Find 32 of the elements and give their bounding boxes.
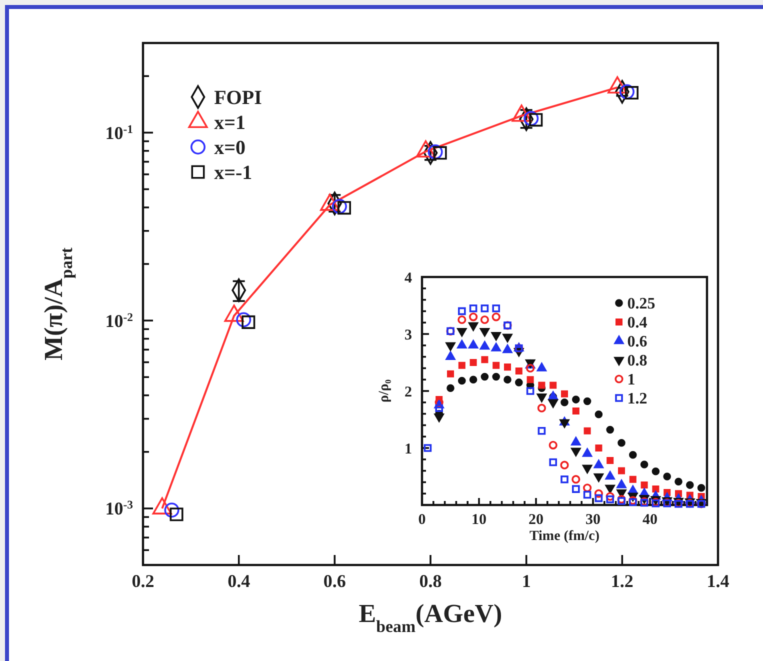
legend-label: 0.4 (627, 314, 648, 332)
y-tick-label: 2 (404, 384, 412, 400)
x-tick-label: 10 (472, 512, 486, 528)
y-tick-label: 10$^{-3}$ (105, 498, 134, 519)
legend-label: 0.8 (627, 352, 648, 370)
y-tick-label: 1 (404, 441, 412, 458)
y-axis-title: ρ/ρ₀ (377, 379, 392, 403)
x-tick-label: 0.8 (419, 571, 442, 591)
x-tick-label: 30 (586, 512, 600, 528)
y-tick-label: 10$^{-2}$ (105, 310, 134, 331)
legend-label: FOPI (214, 87, 262, 109)
x-tick-label: 0 (418, 512, 426, 528)
x-axis-title: Time (fm/c) (529, 529, 600, 544)
x-tick-label: 0.6 (323, 571, 346, 591)
legend-label: x=1 (214, 112, 246, 134)
x-tick-label: 0.4 (228, 571, 250, 591)
legend-label: 0.6 (627, 334, 648, 351)
y-tick-label: 3 (404, 327, 412, 344)
legend-label: x=0 (214, 137, 246, 159)
legend-label: 1.2 (627, 390, 648, 408)
y-tick-label: 4 (404, 270, 412, 286)
x-tick-label: 40 (642, 512, 658, 528)
x-tick-label: 0.2 (132, 571, 154, 591)
x-tick-label: 1 (522, 571, 531, 591)
y-tick-label: 10$^{-1}$ (105, 122, 134, 143)
x-tick-label: 1.2 (610, 571, 634, 591)
legend-label: 0.25 (627, 296, 656, 313)
legend-label: x=-1 (214, 162, 252, 184)
x-tick-label: 20 (528, 512, 544, 528)
x-axis-title: E$_{beam}$(AGeV) (358, 599, 502, 636)
x-tick-label: 1.4 (706, 571, 730, 591)
legend-label: 1 (627, 372, 636, 389)
